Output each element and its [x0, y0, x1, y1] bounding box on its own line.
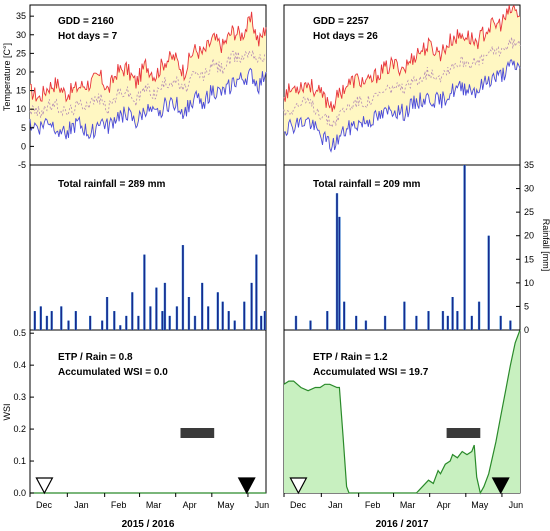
rain-tick-label: 25 — [524, 207, 534, 217]
wsi-left-layer — [30, 428, 266, 495]
ylabel-temperature: Temperature [C°] — [2, 43, 12, 111]
temp-tick-label: 10 — [16, 104, 26, 114]
temp-tick-label: -5 — [18, 160, 26, 170]
temp-right-layer — [283, 4, 521, 153]
temp-tick-label: 0 — [21, 141, 26, 151]
etp-left: ETP / Rain = 0.8 — [58, 352, 133, 363]
temp-tick-label: 5 — [21, 123, 26, 133]
tmean-line — [283, 37, 521, 129]
month-tick-label: Feb — [365, 500, 381, 510]
etp-right: ETP / Rain = 1.2 — [313, 352, 388, 363]
rain-tick-label: 20 — [524, 231, 534, 241]
ylabel-wsi: WSI — [2, 404, 12, 421]
wsi-acc-left: Accumulated WSI = 0.0 — [58, 367, 168, 378]
gdd-right: GDD = 2257 — [313, 16, 369, 27]
hotdays-left: Hot days = 7 — [58, 31, 118, 42]
month-tick-label: Mar — [146, 500, 162, 510]
rain-tick-label: 10 — [524, 278, 534, 288]
temp-tick-label: 20 — [16, 67, 26, 77]
tmin-line — [29, 67, 267, 140]
harvest-triangle-icon — [237, 477, 256, 495]
rain-tick-label: 15 — [524, 254, 534, 264]
critical-period-bar — [180, 428, 215, 438]
month-tick-label: Feb — [111, 500, 127, 510]
temp-band — [284, 5, 520, 152]
rain-total-right: Total rainfall = 209 mm — [313, 179, 420, 190]
temp-tick-label: 35 — [16, 11, 26, 21]
tmax-line — [283, 4, 520, 112]
sowing-triangle-icon — [289, 477, 308, 495]
temp-tick-label: 15 — [16, 86, 26, 96]
month-tick-label: Jun — [509, 500, 524, 510]
temp-tick-label: 25 — [16, 48, 26, 58]
wsi-acc-right: Accumulated WSI = 19.7 — [313, 367, 429, 378]
wsi-right-layer — [283, 329, 521, 495]
rain-tick-label: 35 — [524, 160, 534, 170]
season-label-left: 2015 / 2016 — [122, 519, 175, 530]
rain-tick-label: 0 — [524, 325, 529, 335]
month-tick-label: Apr — [437, 500, 451, 510]
temp-tick-label: 30 — [16, 30, 26, 40]
wsi-line — [283, 329, 521, 495]
wsi-tick-label: 0.0 — [13, 488, 26, 498]
month-tick-label: Jan — [328, 500, 343, 510]
axes-layer: -5 0 5 10 15 20 25 30 35 0 5 10 15 20 25 30 35 0.0 0.1 0.2 0… — [13, 11, 534, 510]
critical-period-bar — [446, 428, 481, 438]
wsi-tick-label: 0.2 — [13, 424, 26, 434]
ylabel-rainfall: Rainfall [mm] — [541, 219, 550, 272]
season-label-right: 2016 / 2017 — [376, 519, 429, 530]
tmax-line — [29, 11, 267, 103]
wsi-tick-label: 0.3 — [13, 392, 26, 402]
wsi-area — [284, 330, 520, 493]
month-tick-label: Dec — [36, 500, 53, 510]
month-tick-label: Apr — [183, 500, 197, 510]
month-tick-label: Jan — [74, 500, 89, 510]
rain-tick-label: 30 — [524, 184, 534, 194]
sowing-triangle-icon — [35, 477, 54, 495]
month-tick-label: Mar — [400, 500, 416, 510]
rain-left-layer — [33, 245, 266, 330]
gdd-left: GDD = 2160 — [58, 16, 114, 27]
temp-left-layer — [29, 11, 267, 140]
month-tick-label: Jun — [255, 500, 270, 510]
month-tick-label: May — [471, 500, 489, 510]
wsi-tick-label: 0.5 — [13, 328, 26, 338]
rain-tick-label: 5 — [524, 301, 529, 311]
wsi-tick-label: 0.4 — [13, 360, 26, 370]
rain-total-left: Total rainfall = 289 mm — [58, 179, 165, 190]
harvest-triangle-icon — [491, 477, 510, 495]
hotdays-right: Hot days = 26 — [313, 31, 378, 42]
month-tick-label: Dec — [290, 500, 307, 510]
tmin-line — [283, 59, 521, 153]
rain-right-layer — [294, 165, 512, 330]
tmean-line — [29, 49, 267, 119]
month-tick-label: May — [217, 500, 235, 510]
wsi-tick-label: 0.1 — [13, 456, 26, 466]
